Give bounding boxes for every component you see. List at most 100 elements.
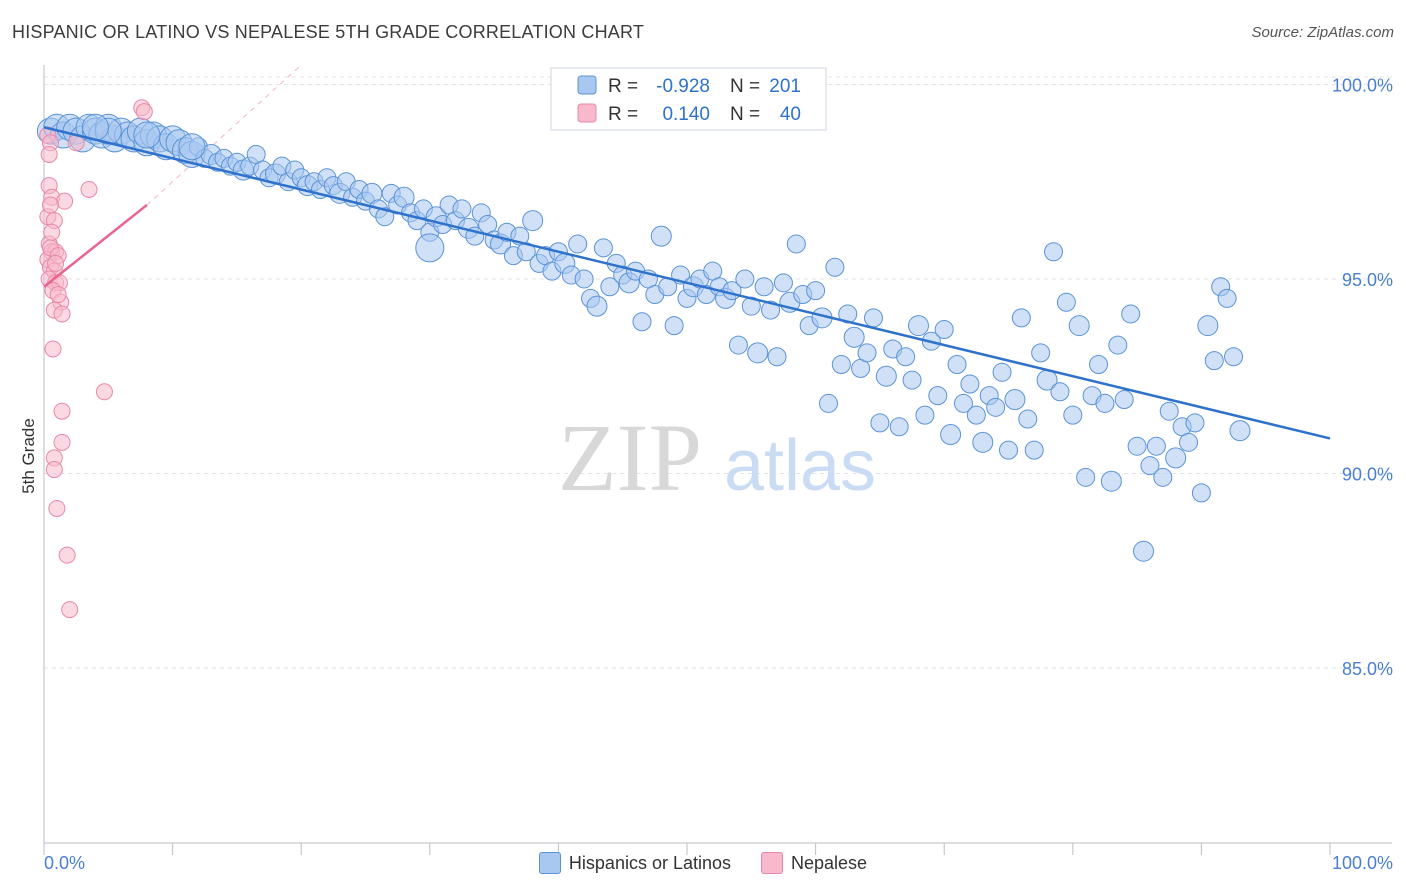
point-hispanics [375, 207, 395, 227]
point-hispanics [928, 386, 948, 406]
point-hispanics [1031, 343, 1051, 363]
point-nepalese [61, 601, 79, 619]
point-nepalese [44, 340, 62, 358]
point-hispanics [522, 210, 544, 232]
stat-n-label-2: N = [730, 104, 760, 125]
point-hispanics [1121, 304, 1141, 324]
point-nepalese [43, 223, 61, 241]
point-hispanics [1095, 393, 1115, 413]
stat-n-label-1: N = [730, 76, 760, 97]
point-hispanics [650, 225, 672, 247]
point-hispanics [1229, 420, 1251, 442]
point-hispanics [1068, 315, 1090, 337]
point-nepalese [53, 305, 71, 323]
reference-diagonal [146, 64, 302, 206]
point-hispanics [1004, 389, 1026, 411]
point-hispanics [1179, 432, 1199, 452]
x-tick-labels: 0.0% 100.0% [44, 853, 1393, 873]
trend-line-hispanics [43, 126, 1331, 440]
point-hispanics [786, 234, 806, 254]
point-nepalese [49, 286, 67, 304]
point-hispanics [825, 257, 845, 277]
point-hispanics [1204, 351, 1224, 371]
point-hispanics [960, 374, 980, 394]
stat-r-value-1: -0.928 [656, 76, 710, 97]
point-hispanics [1127, 436, 1147, 456]
point-hispanics [747, 342, 769, 364]
stats-legend: R = -0.928 N = 201 R = 0.140 N = 40 [550, 67, 827, 131]
watermark-zip: ZIP [558, 404, 702, 511]
point-hispanics [986, 397, 1006, 417]
point-hispanics [1108, 335, 1128, 355]
y-tick-labels: 100.0% 95.0% 90.0% 85.0% [1332, 75, 1393, 679]
point-hispanics [773, 273, 793, 293]
point-hispanics [1185, 413, 1205, 433]
point-hispanics [875, 365, 897, 387]
point-hispanics [1011, 308, 1031, 328]
point-hispanics [664, 316, 684, 336]
point-hispanics [415, 233, 445, 263]
point-hispanics [1089, 355, 1109, 375]
point-hispanics [1146, 436, 1166, 456]
y-axis-label: 5th Grade [19, 418, 38, 494]
legend-swatch-nepalese [761, 852, 784, 874]
point-hispanics [831, 355, 851, 375]
legend-label-nepalese: Nepalese [791, 852, 868, 873]
point-hispanics [735, 269, 755, 289]
stat-n-value-2: 40 [780, 104, 801, 125]
point-nepalese [53, 402, 71, 420]
x-tick-label-start: 0.0% [44, 853, 85, 873]
axes [43, 65, 1392, 855]
point-hispanics [1024, 440, 1044, 460]
point-hispanics [889, 417, 909, 437]
point-nepalese [95, 383, 113, 401]
point-nepalese [56, 192, 74, 210]
point-hispanics [857, 343, 877, 363]
point-nepalese [135, 103, 153, 121]
legend-item-hispanics[interactable]: Hispanics or Latinos [538, 852, 731, 874]
x-tick-label-end: 100.0% [1332, 853, 1393, 873]
point-hispanics [178, 133, 206, 161]
point-hispanics [999, 440, 1018, 460]
y-tick-label: 85.0% [1342, 659, 1393, 679]
point-hispanics [761, 300, 781, 320]
point-hispanics [1153, 467, 1173, 487]
point-nepalese [40, 145, 58, 163]
point-hispanics [907, 315, 929, 337]
point-hispanics [966, 405, 986, 425]
point-hispanics [1165, 447, 1187, 469]
point-hispanics [1076, 467, 1096, 487]
chart-title: HISPANIC OR LATINO VS NEPALESE 5TH GRADE… [12, 22, 645, 42]
point-hispanics [1140, 456, 1160, 476]
series-nepalese-points [39, 99, 153, 619]
point-hispanics [915, 405, 935, 425]
point-nepalese [45, 461, 63, 479]
point-hispanics [818, 393, 838, 413]
legend-swatch-blue [577, 75, 597, 95]
source-label: Source: ZipAtlas.com [1251, 24, 1394, 41]
point-hispanics [972, 431, 994, 453]
point-hispanics [940, 424, 962, 446]
stat-r-value-2: 0.140 [662, 104, 710, 125]
point-hispanics [992, 362, 1012, 382]
point-hispanics [593, 238, 613, 258]
legend-item-nepalese[interactable]: Nepalese [761, 852, 867, 874]
point-hispanics [902, 370, 922, 390]
stat-r-label-1: R = [608, 76, 638, 97]
watermark-atlas: atlas [724, 426, 876, 506]
point-hispanics [934, 320, 954, 340]
point-hispanics [452, 199, 472, 219]
point-hispanics [767, 347, 787, 367]
point-hispanics [1159, 401, 1179, 421]
point-hispanics [1050, 382, 1070, 402]
point-hispanics [133, 121, 161, 149]
point-hispanics [1197, 315, 1219, 337]
point-nepalese [53, 433, 71, 451]
point-hispanics [1224, 347, 1244, 367]
point-hispanics [568, 234, 588, 254]
y-tick-label: 100.0% [1332, 75, 1393, 95]
point-hispanics [1018, 409, 1038, 429]
point-hispanics [1133, 540, 1155, 562]
point-nepalese [58, 546, 76, 564]
